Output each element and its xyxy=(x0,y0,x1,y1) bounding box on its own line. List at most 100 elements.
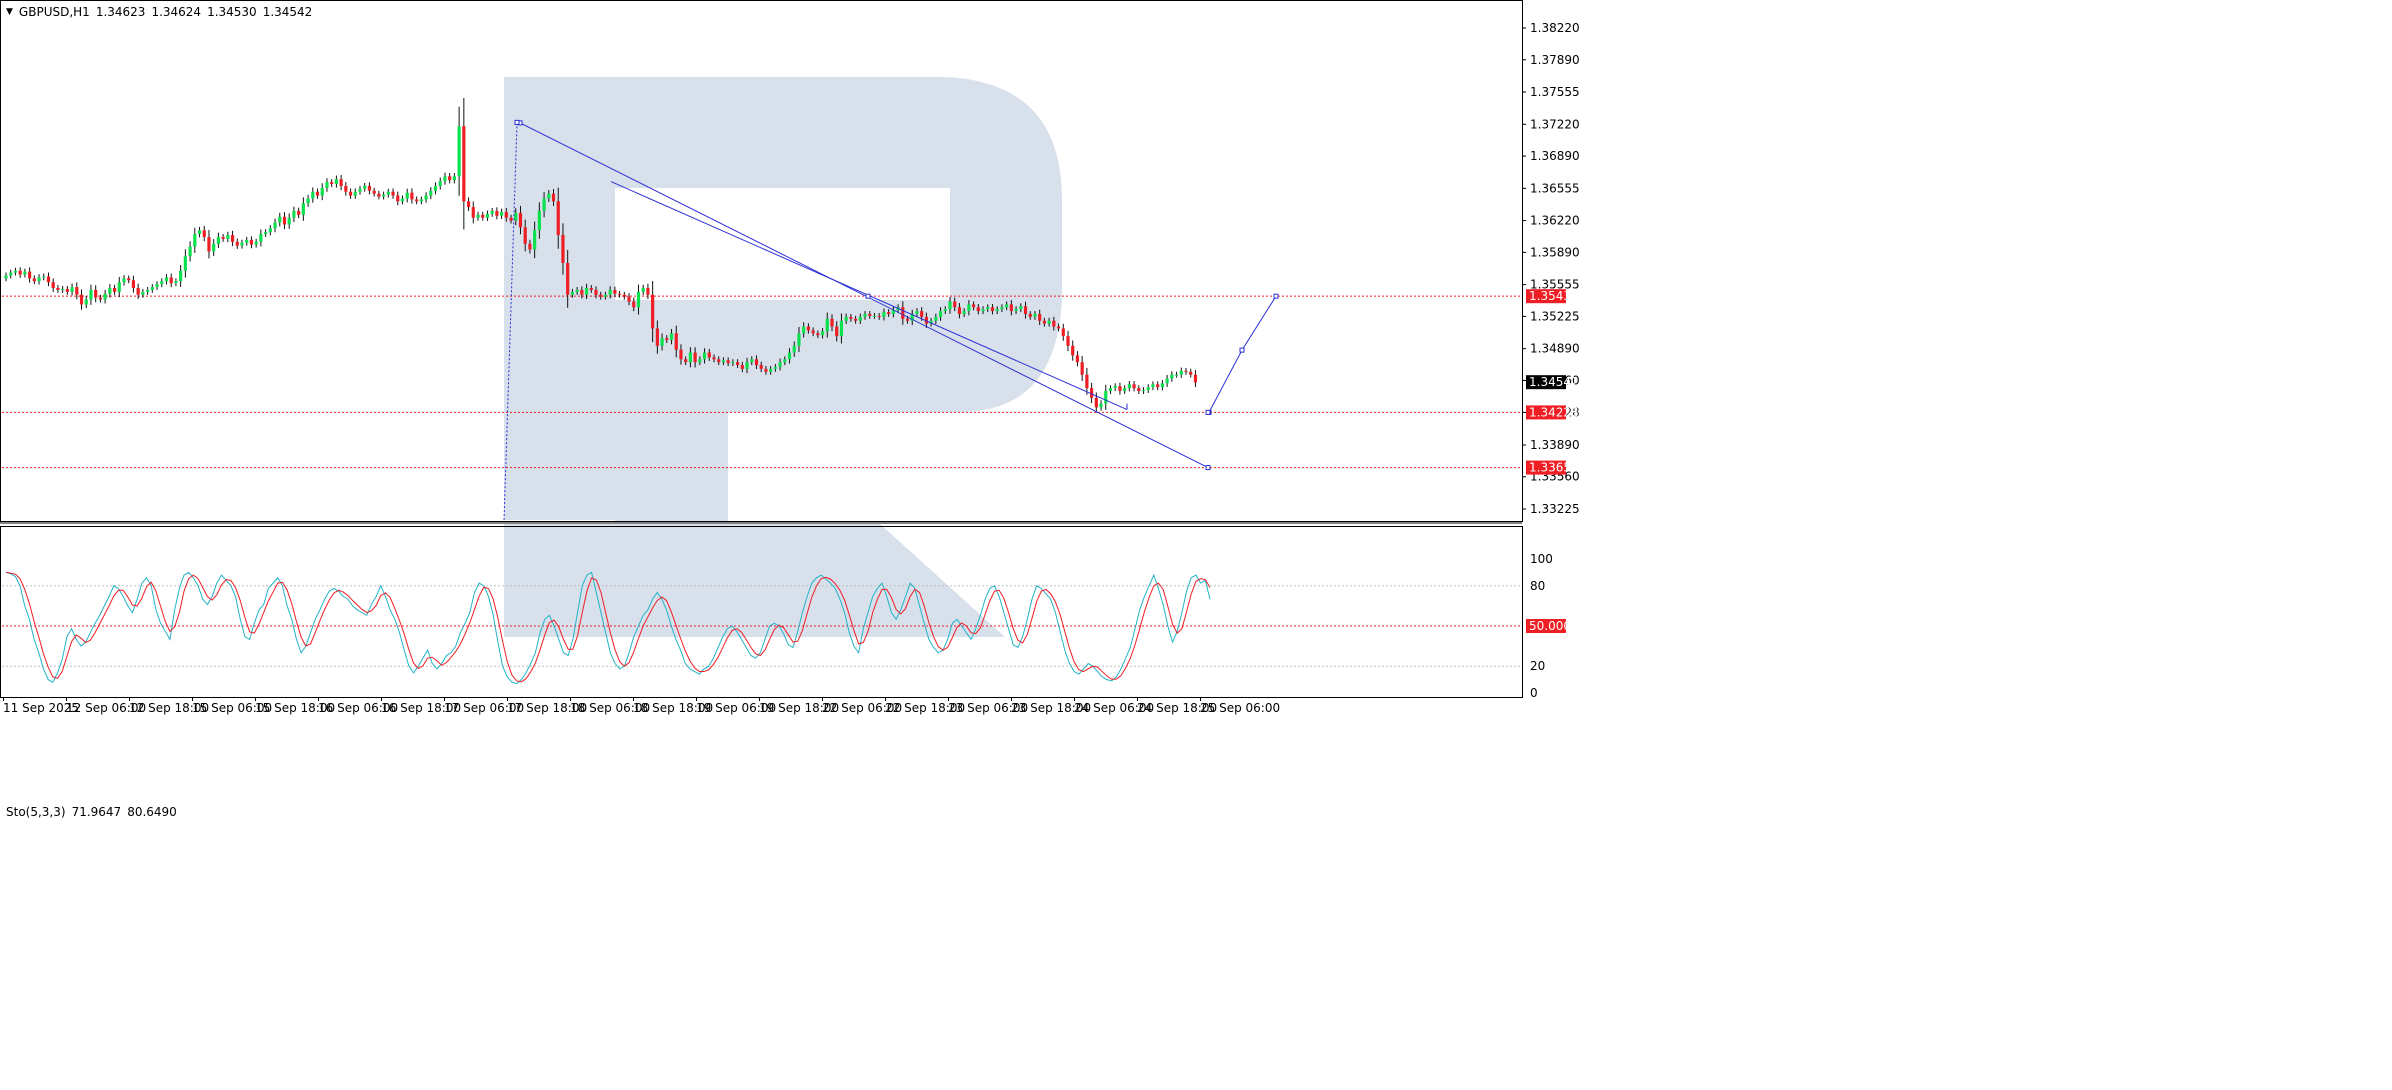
candle xyxy=(197,226,202,238)
candle xyxy=(684,356,688,366)
candle xyxy=(462,98,466,230)
time-tick-label: 19 Sep 18:00 xyxy=(759,701,839,715)
candle xyxy=(533,221,537,259)
candle xyxy=(1071,340,1075,361)
candle-body xyxy=(1104,391,1108,404)
candle-body xyxy=(70,287,74,292)
candle xyxy=(424,192,428,203)
candle xyxy=(712,354,716,363)
trendline-drawings[interactable] xyxy=(503,119,1279,522)
candle xyxy=(580,286,584,299)
candle xyxy=(660,333,664,351)
candle xyxy=(1023,301,1028,319)
candle xyxy=(877,312,881,320)
candle xyxy=(259,229,263,247)
price-axis[interactable]: 1.38220 1.37890 1.37555 1.37220 1.36890 1.365… xyxy=(1522,21,1580,700)
candle xyxy=(1170,371,1174,382)
price-tick-label: 1.33225 xyxy=(1530,502,1580,516)
candle-body xyxy=(122,278,126,283)
candle-body xyxy=(23,271,27,275)
candle xyxy=(707,348,711,361)
candle xyxy=(872,312,877,319)
candle-body xyxy=(179,270,183,282)
candle-body xyxy=(400,198,405,202)
candle xyxy=(136,283,140,300)
price-tick-label: 1.37890 xyxy=(1530,53,1580,67)
candle-body xyxy=(51,282,55,288)
stochastic-signal-line xyxy=(5,571,1211,683)
candle xyxy=(1104,384,1108,410)
candle xyxy=(1179,367,1183,378)
candle xyxy=(589,285,593,293)
price-level-tag-label: 1.35435 xyxy=(1529,289,1579,303)
main-pane-border xyxy=(0,0,1523,522)
candle xyxy=(929,317,933,327)
candle-body xyxy=(1160,383,1164,388)
candle-body xyxy=(651,294,655,329)
candle xyxy=(839,313,844,344)
stochastic-panel xyxy=(2,571,1522,685)
candle xyxy=(108,284,112,298)
candle xyxy=(490,208,494,217)
candle xyxy=(112,284,117,296)
candle xyxy=(556,187,560,249)
candle xyxy=(863,311,867,320)
candle-body xyxy=(575,289,579,292)
candle-body xyxy=(216,236,220,244)
candle-body xyxy=(542,198,546,211)
candle-body xyxy=(344,185,348,192)
candle xyxy=(1165,374,1169,387)
candle-body xyxy=(877,315,881,317)
stochastic-tick-label: 80 xyxy=(1530,579,1545,593)
candle xyxy=(504,207,508,222)
price-tick-label: 1.36555 xyxy=(1530,181,1580,195)
candle xyxy=(23,268,27,278)
candle xyxy=(216,232,220,248)
candle xyxy=(967,300,971,316)
candle-body xyxy=(750,359,754,363)
candle xyxy=(56,285,60,293)
candle xyxy=(717,356,721,366)
candle xyxy=(268,225,272,236)
candle-body xyxy=(957,307,962,314)
candle xyxy=(962,308,966,317)
brand-watermark xyxy=(504,77,1062,637)
candle xyxy=(1038,309,1042,326)
stochastic-main-value: 71.9647 xyxy=(71,805,122,819)
candle-body xyxy=(698,359,702,363)
candle-body xyxy=(702,352,707,360)
low-value: 1.34530 xyxy=(207,5,257,19)
candle-body xyxy=(212,243,216,252)
candle xyxy=(61,286,65,293)
indicator-name: Sto(5,3,3) xyxy=(6,805,66,819)
candle-body xyxy=(353,191,357,196)
candle xyxy=(320,183,324,201)
candle-body xyxy=(627,296,631,302)
candle xyxy=(561,223,565,275)
candle-body xyxy=(37,277,41,282)
candle xyxy=(282,212,287,230)
candle-body xyxy=(622,294,626,297)
candle xyxy=(94,285,98,303)
candle xyxy=(1151,381,1155,391)
time-tick-label: 17 Sep 18:00 xyxy=(507,701,587,715)
candle xyxy=(4,272,8,282)
candle xyxy=(679,344,683,365)
candle xyxy=(632,297,636,312)
candle-body xyxy=(556,201,560,236)
candle xyxy=(1132,381,1136,392)
candle-body xyxy=(419,199,423,202)
dotted-time-marker xyxy=(503,122,518,522)
candle-body xyxy=(920,311,924,317)
candle-body xyxy=(32,278,36,282)
candle-body xyxy=(325,182,329,188)
candle-body xyxy=(306,198,310,204)
candle-body xyxy=(476,214,480,218)
collapse-triangle-icon[interactable]: ▼ xyxy=(6,7,13,17)
candle-body xyxy=(481,214,485,218)
price-tick-label: 1.37555 xyxy=(1530,85,1580,99)
candle-body xyxy=(61,288,65,290)
stochastic-level-tag xyxy=(1526,619,1566,633)
